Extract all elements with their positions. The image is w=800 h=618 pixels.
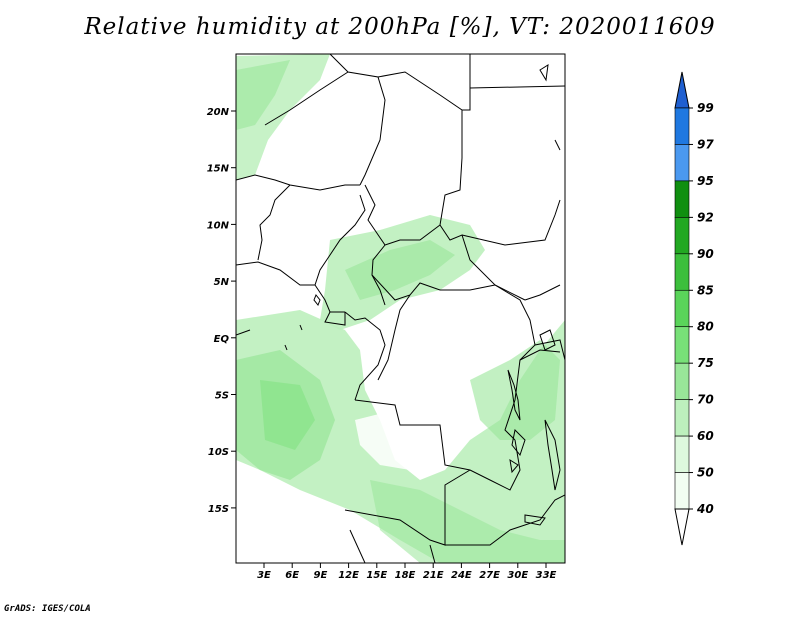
lat-tick-label: 20N bbox=[207, 107, 230, 118]
colorbar-label: 75 bbox=[697, 356, 714, 370]
lat-tick-label: 15S bbox=[208, 504, 229, 515]
lon-tick-label: 27E bbox=[479, 570, 500, 581]
colorbar-label: 99 bbox=[697, 101, 714, 115]
colorbar-segment bbox=[674, 289, 690, 328]
colorbar-label: 70 bbox=[697, 393, 714, 407]
colorbar-segment bbox=[674, 180, 690, 218]
colorbar-segment bbox=[674, 144, 690, 182]
lon-tick-label: 18E bbox=[395, 570, 416, 581]
lon-tick-label: 3E bbox=[257, 570, 271, 581]
colorbar-label: 50 bbox=[697, 466, 714, 480]
credit-text: GrADS: IGES/COLA bbox=[4, 604, 91, 614]
map-title: Relative humidity at 200hPa [%], VT: 202… bbox=[84, 14, 716, 40]
colorbar-segment bbox=[674, 107, 690, 145]
colorbar-label: 92 bbox=[697, 210, 714, 224]
lat-tick-label: 10S bbox=[208, 447, 229, 458]
humidity-shading bbox=[236, 54, 565, 563]
colorbar-segment bbox=[674, 435, 690, 473]
lon-tick-label: 24E bbox=[451, 570, 472, 581]
lon-tick-label: 9E bbox=[314, 570, 328, 581]
colorbar-label: 80 bbox=[697, 320, 714, 334]
lon-tick-label: 33E bbox=[536, 570, 557, 581]
map-frame bbox=[235, 53, 566, 564]
colorbar-segment bbox=[674, 217, 690, 255]
colorbar-segment bbox=[674, 472, 690, 510]
lon-tick-label: 15E bbox=[366, 570, 387, 581]
colorbar-segment bbox=[674, 326, 690, 364]
lat-tick-label: 15N bbox=[207, 164, 230, 175]
lon-tick-label: 12E bbox=[338, 570, 359, 581]
colorbar-label: 60 bbox=[697, 429, 714, 443]
colorbar-label: 40 bbox=[696, 502, 714, 516]
lat-tick-label: 5S bbox=[215, 391, 229, 402]
colorbar-bottom-arrow bbox=[674, 508, 690, 546]
colorbar-segment bbox=[674, 253, 690, 291]
colorbar-label: 90 bbox=[697, 247, 714, 261]
colorbar-label: 97 bbox=[697, 137, 714, 151]
lat-tick-label: 10N bbox=[207, 220, 230, 231]
country-borders bbox=[236, 54, 565, 563]
lat-tick-label: 5N bbox=[214, 277, 230, 288]
colorbar-top-arrow bbox=[674, 71, 690, 109]
colorbar-segment bbox=[674, 399, 690, 437]
colorbar: 99 97 95 92 90 85 80 75 70 60 50 40 bbox=[674, 71, 714, 546]
colorbar-label: 85 bbox=[697, 283, 714, 297]
lon-tick-label: 6E bbox=[285, 570, 299, 581]
lon-tick-label: 30E bbox=[507, 570, 528, 581]
latitude-axis: 20N 15N 10N 5N EQ 5S 10S 15S bbox=[207, 107, 236, 515]
lon-tick-label: 21E bbox=[423, 570, 444, 581]
longitude-axis: 3E 6E 9E 12E 15E 18E 21E 24E 27E 30E 33E bbox=[257, 563, 557, 581]
lat-tick-label: EQ bbox=[214, 334, 230, 345]
colorbar-label: 95 bbox=[697, 174, 714, 188]
colorbar-segment bbox=[674, 362, 690, 400]
